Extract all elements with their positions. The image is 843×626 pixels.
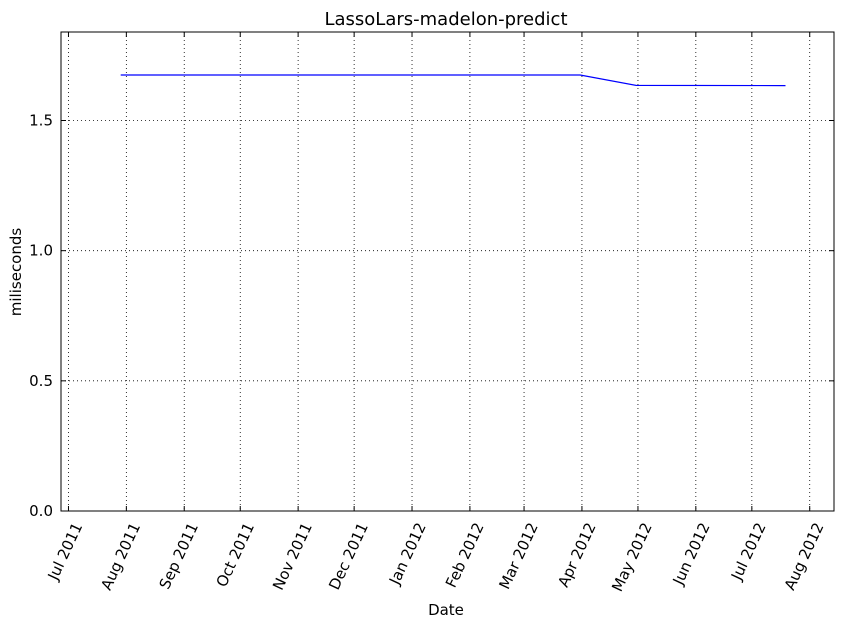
plot-frame <box>60 31 835 512</box>
series-layer <box>120 74 786 87</box>
y-tick-label: 0.0 <box>29 502 53 520</box>
ticks <box>61 32 834 512</box>
chart-title: LassoLars-madelon-predict <box>324 9 567 30</box>
x-axis-title: Date <box>428 601 464 619</box>
plot-area <box>61 32 834 511</box>
y-tick-label: 1.0 <box>29 242 53 260</box>
y-axis-title: miliseconds <box>7 228 25 317</box>
y-tick-label: 0.5 <box>29 372 53 390</box>
y-tick-label: 1.5 <box>29 112 53 130</box>
series-line <box>120 74 786 87</box>
